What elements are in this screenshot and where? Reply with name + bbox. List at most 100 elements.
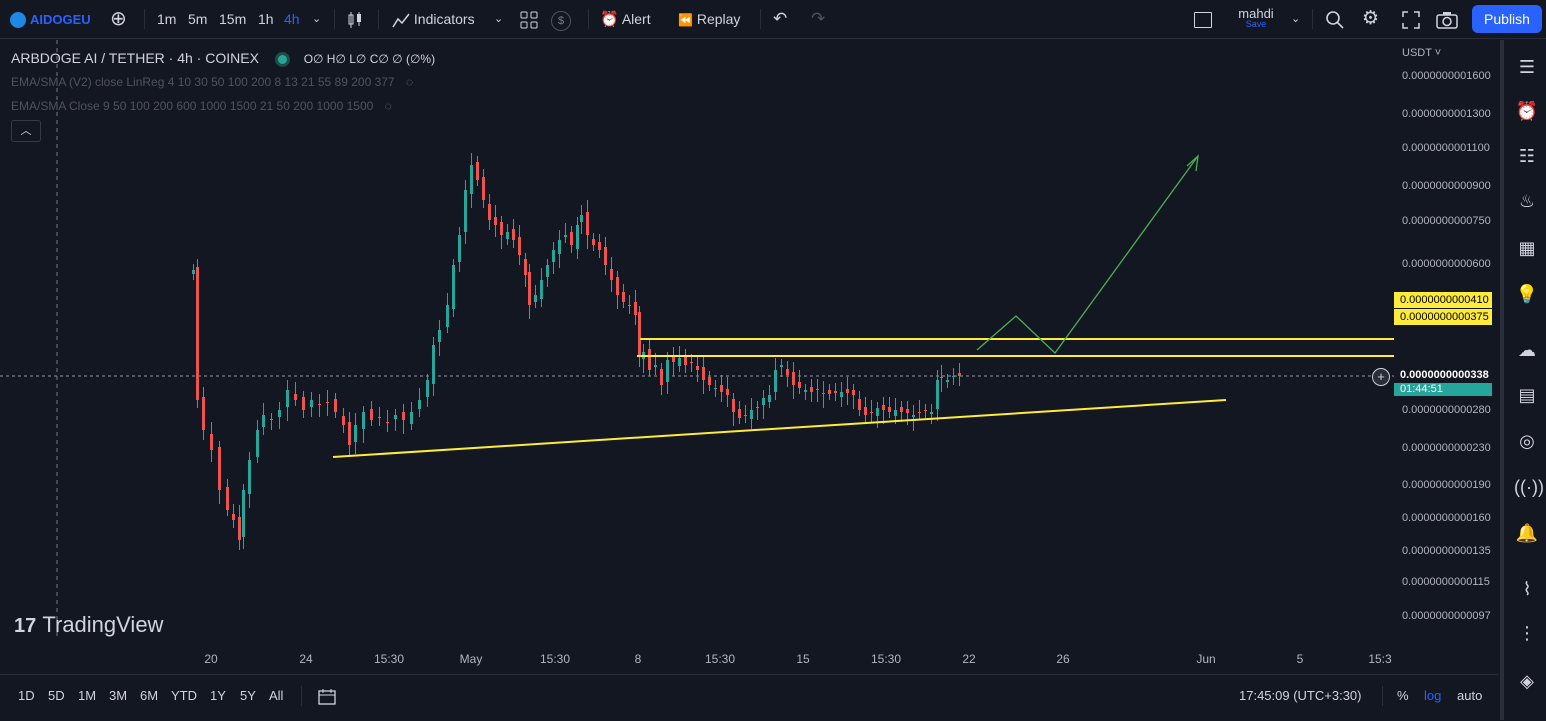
chart-trend-icon[interactable]: ⌇ xyxy=(1522,579,1532,599)
currency-selector[interactable]: USDT ˅ xyxy=(1402,47,1441,59)
indicators-button[interactable]: Indicators xyxy=(392,0,475,38)
candle-body xyxy=(534,295,537,302)
object-tree-icon[interactable]: ⋮ xyxy=(1518,623,1536,643)
candle-body xyxy=(196,267,199,400)
chevron-down-icon[interactable]: ⌄ xyxy=(494,13,504,25)
price-scale[interactable]: USDT ˅ 0.0000000001600 0.0000000001300 0.0… xyxy=(1394,40,1498,673)
symbol-search[interactable]: AIDOGEU xyxy=(10,0,91,38)
templates-grid-icon[interactable] xyxy=(520,0,538,38)
interval-4h[interactable]: 4h xyxy=(284,11,300,27)
layout-name[interactable]: mahdi Save xyxy=(1236,6,1276,29)
interval-5m[interactable]: 5m xyxy=(188,11,208,27)
price-scale-label: 0.0000000000280 xyxy=(1402,404,1491,416)
range-1d[interactable]: 1D xyxy=(18,688,35,703)
projection-arrowhead xyxy=(1186,154,1199,172)
stream-icon[interactable]: ◎ xyxy=(1519,431,1535,451)
chevron-down-icon[interactable]: ⌄ xyxy=(1291,13,1301,25)
news-list-icon[interactable]: ☷ xyxy=(1518,146,1536,166)
candles-type-icon[interactable] xyxy=(346,0,364,38)
dollar-circle-icon[interactable]: $ xyxy=(551,0,571,38)
indicator-legend-1[interactable]: EMA/SMA (V2) close LinReg 4 10 30 50 100… xyxy=(11,75,413,89)
watchlist-icon[interactable]: ☰ xyxy=(1518,57,1536,77)
range-6m[interactable]: 6M xyxy=(140,688,159,703)
candle-body xyxy=(446,305,449,327)
alarm-clock-icon[interactable]: ⏰ xyxy=(1515,101,1539,121)
range-1m[interactable]: 1M xyxy=(78,688,97,703)
range-3m[interactable]: 3M xyxy=(109,688,128,703)
range-1y[interactable]: 1Y xyxy=(210,688,226,703)
candle-body xyxy=(900,407,903,412)
gear-icon[interactable]: ⚙ xyxy=(1362,8,1380,29)
candle-body xyxy=(702,367,705,380)
interval-15m[interactable]: 15m xyxy=(219,11,247,27)
date-range-icon[interactable] xyxy=(318,675,336,717)
currency-label: USDT xyxy=(1402,47,1432,59)
chart-pane[interactable]: ARBDOGE AI / TETHER · 4h · COINEX O∅ H∅ … xyxy=(0,40,1394,673)
candle-body xyxy=(810,387,813,392)
calendar-icon[interactable]: ▦ xyxy=(1518,238,1536,258)
candle-body xyxy=(286,390,289,407)
layers-icon[interactable]: ◈ xyxy=(1520,671,1534,691)
tv-logo-icon: 17 xyxy=(14,615,37,637)
time-axis-label: 15:30 xyxy=(373,652,405,666)
add-alert-plus-icon[interactable]: + xyxy=(1372,368,1390,386)
alert-button[interactable]: ⏰ Alert xyxy=(600,0,651,38)
candle-body xyxy=(780,365,783,367)
log-scale-toggle[interactable]: log xyxy=(1424,688,1442,703)
hotlist-fire-icon[interactable]: ♨ xyxy=(1518,191,1536,211)
interval-1m[interactable]: 1m xyxy=(157,11,177,27)
chat-cloud-icon[interactable]: ☁ xyxy=(1518,340,1536,360)
indicator-legend-2[interactable]: EMA/SMA Close 9 50 100 200 600 1000 1500… xyxy=(11,99,392,113)
fullscreen-icon[interactable] xyxy=(1402,0,1420,38)
eye-hidden-icon[interactable]: ◌ xyxy=(405,75,414,89)
candle-body xyxy=(302,397,305,410)
candle-body xyxy=(426,380,429,397)
chevron-down-icon[interactable]: ⌄ xyxy=(312,13,322,25)
undo-icon[interactable]: ↶ xyxy=(773,9,788,28)
candle-body xyxy=(210,434,213,450)
clock-timezone[interactable]: 17:45:09 (UTC+3:30) xyxy=(1239,688,1362,703)
candle-body xyxy=(744,415,747,416)
ideas-bulb-icon[interactable]: 💡 xyxy=(1515,284,1539,304)
redo-icon[interactable]: ↷ xyxy=(811,9,826,28)
chart-legend-title: ARBDOGE AI / TETHER · 4h · COINEX O∅ H∅ … xyxy=(11,50,435,67)
top-toolbar: AIDOGEU ⊕ 1m 5m 15m 1h 4h ⌄ Indicators ⌄… xyxy=(0,0,1546,39)
range-5y[interactable]: 5Y xyxy=(240,688,256,703)
candle-body xyxy=(218,447,221,490)
candle-body xyxy=(546,265,549,277)
messages-icon[interactable]: ▤ xyxy=(1518,385,1536,405)
broadcast-icon[interactable]: ((·)) xyxy=(1514,477,1544,497)
candle-body xyxy=(470,165,473,194)
divider xyxy=(588,9,589,29)
candle-body xyxy=(750,410,753,419)
interval-1h[interactable]: 1h xyxy=(258,11,274,27)
search-icon[interactable] xyxy=(1325,0,1345,38)
candle-body xyxy=(192,270,195,274)
range-5d[interactable]: 5D xyxy=(48,688,65,703)
replay-button[interactable]: ⏪ Replay xyxy=(678,0,740,38)
price-chart[interactable] xyxy=(0,40,1394,673)
publish-button[interactable]: Publish xyxy=(1472,5,1542,33)
auto-scale-toggle[interactable]: auto xyxy=(1457,688,1483,703)
candle-body xyxy=(936,380,939,409)
range-all[interactable]: All xyxy=(269,688,284,703)
candle-body xyxy=(822,393,825,394)
time-axis-label: 15:3 xyxy=(1368,652,1392,666)
camera-icon[interactable] xyxy=(1436,0,1458,38)
fullscreen-square-icon[interactable] xyxy=(1194,0,1212,38)
percent-scale-toggle[interactable]: % xyxy=(1397,688,1409,703)
candle-body xyxy=(586,212,589,235)
range-ytd[interactable]: YTD xyxy=(171,688,197,703)
alert-bell-icon[interactable]: 🔔 xyxy=(1515,523,1539,543)
price-scale-label: 0.0000000001100 xyxy=(1402,142,1490,154)
collapse-legend-button[interactable]: ︿ xyxy=(11,120,41,142)
time-axis-label: Jun xyxy=(1196,652,1216,666)
time-axis-label: 20 xyxy=(204,652,218,666)
eye-hidden-icon[interactable]: ◌ xyxy=(384,99,392,113)
candle-body xyxy=(592,239,595,245)
candle-body xyxy=(432,345,435,384)
candle-body xyxy=(378,417,381,418)
candle-body xyxy=(334,399,337,412)
compare-add-icon[interactable]: ⊕ xyxy=(110,8,127,30)
time-axis-label: 15:30 xyxy=(539,652,571,666)
